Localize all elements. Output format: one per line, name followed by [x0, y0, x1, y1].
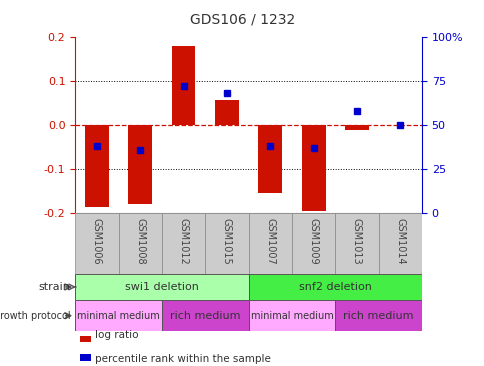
Text: percentile rank within the sample: percentile rank within the sample [94, 354, 270, 364]
Text: strain: strain [38, 282, 70, 292]
Text: GSM1013: GSM1013 [351, 218, 361, 265]
Text: rich medium: rich medium [343, 311, 413, 321]
Bar [248, 274, 421, 300]
Text: GSM1012: GSM1012 [178, 218, 188, 265]
Text: swi1 deletion: swi1 deletion [125, 282, 198, 292]
Text: GDS106 / 1232: GDS106 / 1232 [189, 13, 295, 27]
Bar [162, 300, 248, 331]
Bar [248, 213, 291, 274]
Text: minimal medium: minimal medium [250, 311, 333, 321]
Bar [214, 100, 238, 125]
Bar [334, 300, 421, 331]
Bar [344, 125, 368, 130]
Text: GSM1008: GSM1008 [135, 218, 145, 265]
Text: GSM1009: GSM1009 [308, 218, 318, 265]
Text: GSM1006: GSM1006 [91, 218, 102, 265]
Bar [162, 213, 205, 274]
Text: rich medium: rich medium [169, 311, 240, 321]
Bar [291, 213, 334, 274]
Bar [258, 125, 282, 194]
Text: log ratio: log ratio [94, 330, 138, 340]
Text: minimal medium: minimal medium [77, 311, 160, 321]
Bar [75, 213, 118, 274]
Bar [301, 125, 325, 211]
Text: GSM1014: GSM1014 [394, 218, 405, 265]
Text: snf2 deletion: snf2 deletion [298, 282, 371, 292]
Bar [248, 300, 334, 331]
Text: GSM1015: GSM1015 [222, 218, 231, 265]
Text: growth protocol: growth protocol [0, 311, 70, 321]
Bar [378, 213, 421, 274]
Bar [75, 274, 248, 300]
Bar [205, 213, 248, 274]
Bar [118, 213, 162, 274]
Bar [85, 125, 108, 207]
Bar [171, 46, 195, 125]
Bar [334, 213, 378, 274]
Bar [75, 300, 162, 331]
Text: GSM1007: GSM1007 [265, 218, 274, 265]
Bar [128, 125, 152, 203]
